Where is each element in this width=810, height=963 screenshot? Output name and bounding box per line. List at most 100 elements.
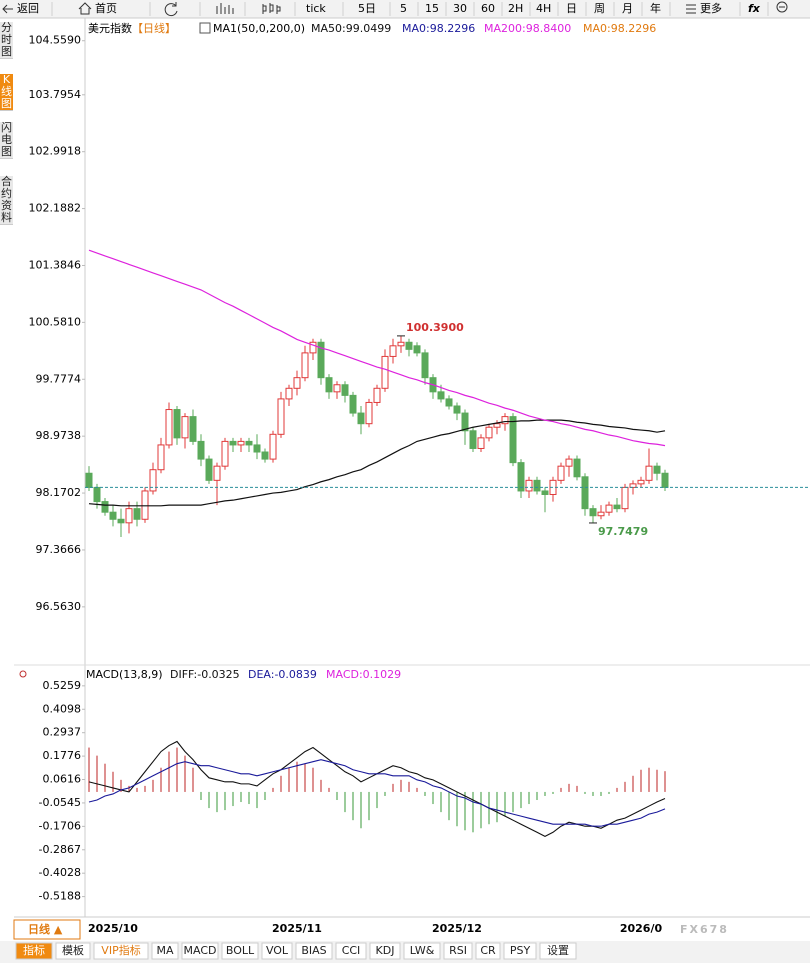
- candle-body: [365, 401, 373, 425]
- candle-body: [317, 341, 325, 379]
- tab[interactable]: [221, 942, 259, 960]
- sidebar-tab[interactable]: 合约资料: [0, 175, 13, 225]
- tab-label[interactable]: CCI: [342, 944, 361, 957]
- macd-bar: [568, 783, 570, 792]
- candle-body: [461, 412, 469, 432]
- y-tick-label: -0.5188: [39, 890, 81, 903]
- toolbar-button[interactable]: 60: [481, 2, 495, 15]
- candle-body: [253, 444, 261, 453]
- macd-bar: [232, 791, 234, 807]
- tab-label[interactable]: BIAS: [301, 944, 326, 957]
- tab-label[interactable]: BOLL: [226, 944, 255, 957]
- candle-body: [509, 416, 517, 464]
- tab[interactable]: [15, 942, 53, 960]
- tab[interactable]: [261, 942, 293, 960]
- candle-body: [93, 486, 101, 503]
- macd-bar: [208, 791, 210, 809]
- period-button[interactable]: [13, 919, 81, 940]
- legend-item: MA0:98.2296: [402, 22, 475, 35]
- candle-body: [357, 412, 365, 425]
- tab-label[interactable]: RSI: [449, 944, 467, 957]
- tab-label[interactable]: MA: [156, 944, 173, 957]
- macd-line: [88, 759, 666, 827]
- tab-label[interactable]: VOL: [266, 944, 289, 957]
- macd-bar: [96, 755, 98, 792]
- macd-bar: [112, 771, 114, 792]
- tab[interactable]: [539, 942, 577, 960]
- toolbar-button[interactable]: 更多: [700, 1, 722, 15]
- toolbar-button[interactable]: 15: [425, 2, 439, 15]
- tab[interactable]: [93, 942, 149, 960]
- tab-label[interactable]: VIP指标: [101, 943, 140, 957]
- x-tick-label: 2026/0: [620, 922, 663, 935]
- legend-item: MA200:98.8400: [484, 22, 571, 35]
- candle-body: [197, 440, 205, 460]
- toolbar-button[interactable]: 年: [650, 1, 661, 15]
- candle-body: [645, 465, 653, 481]
- tab[interactable]: [151, 942, 179, 960]
- tab-label[interactable]: PSY: [510, 944, 531, 957]
- candle-body: [597, 511, 605, 517]
- tab[interactable]: [295, 942, 333, 960]
- tab[interactable]: [335, 942, 367, 960]
- toolbar-button[interactable]: 周: [594, 2, 605, 15]
- tab-label[interactable]: 设置: [547, 944, 569, 957]
- macd-title: MACD(13,8,9): [86, 668, 163, 681]
- macd-bar: [376, 791, 378, 809]
- period-button-label[interactable]: 日线 ▲: [28, 922, 63, 936]
- macd-bar: [480, 791, 482, 829]
- sidebar-tab[interactable]: 闪电图: [0, 121, 13, 159]
- tab[interactable]: [403, 942, 441, 960]
- toolbar-button[interactable]: 5: [400, 2, 407, 15]
- sidebar-tab[interactable]: 分时图: [0, 21, 13, 59]
- tab-label[interactable]: KDJ: [376, 944, 395, 957]
- toolbar-button[interactable]: 日: [566, 2, 577, 15]
- tab-label[interactable]: 指标: [23, 943, 45, 957]
- candle-body: [333, 384, 341, 393]
- sidebar-tab[interactable]: K线图: [0, 73, 13, 111]
- macd-bar: [136, 787, 138, 792]
- toolbar-button[interactable]: 30: [453, 2, 467, 15]
- y-tick-label: 0.2937: [43, 726, 82, 739]
- candle-body: [293, 377, 301, 389]
- tab-label[interactable]: 模板: [62, 943, 84, 957]
- candle-body: [101, 501, 109, 513]
- legend-item: DEA:-0.0839: [248, 668, 317, 681]
- tab[interactable]: [369, 942, 401, 960]
- candle-body: [589, 508, 597, 517]
- period-label: 【日线】: [132, 21, 176, 35]
- tab-label[interactable]: LW&: [410, 944, 435, 957]
- candle-body: [301, 352, 309, 379]
- toolbar-button[interactable]: 月: [622, 2, 633, 15]
- candle-body: [469, 430, 477, 449]
- tab-label[interactable]: CR: [480, 944, 496, 957]
- macd-bar: [472, 791, 474, 833]
- toolbar-button[interactable]: 返回: [17, 2, 39, 15]
- tab[interactable]: [475, 942, 501, 960]
- tab[interactable]: [503, 942, 537, 960]
- macd-bar: [552, 791, 554, 794]
- y-tick-label: 0.5259: [43, 679, 82, 692]
- toolbar-button[interactable]: 首页: [95, 1, 117, 15]
- macd-bar: [120, 779, 122, 792]
- tab[interactable]: [55, 942, 91, 960]
- candle-body: [277, 398, 285, 435]
- candle-body: [341, 384, 349, 396]
- macd-bar: [224, 791, 226, 811]
- candle-body: [405, 341, 413, 350]
- refresh-icon: [164, 2, 178, 17]
- tab[interactable]: [181, 942, 219, 960]
- candle-body: [565, 458, 573, 467]
- candle-body: [501, 416, 509, 425]
- macd-bar: [464, 791, 466, 831]
- candle-body: [421, 352, 429, 379]
- toolbar-button[interactable]: 5日: [358, 2, 376, 15]
- tab[interactable]: [443, 942, 473, 960]
- y-tick-label: -0.4028: [39, 866, 81, 879]
- toolbar-button[interactable]: tick: [306, 2, 326, 15]
- toolbar-button[interactable]: 2H: [508, 2, 523, 15]
- tab-label[interactable]: MACD: [184, 944, 217, 957]
- toolbar-button[interactable]: 4H: [536, 2, 551, 15]
- macd-bar: [336, 791, 338, 801]
